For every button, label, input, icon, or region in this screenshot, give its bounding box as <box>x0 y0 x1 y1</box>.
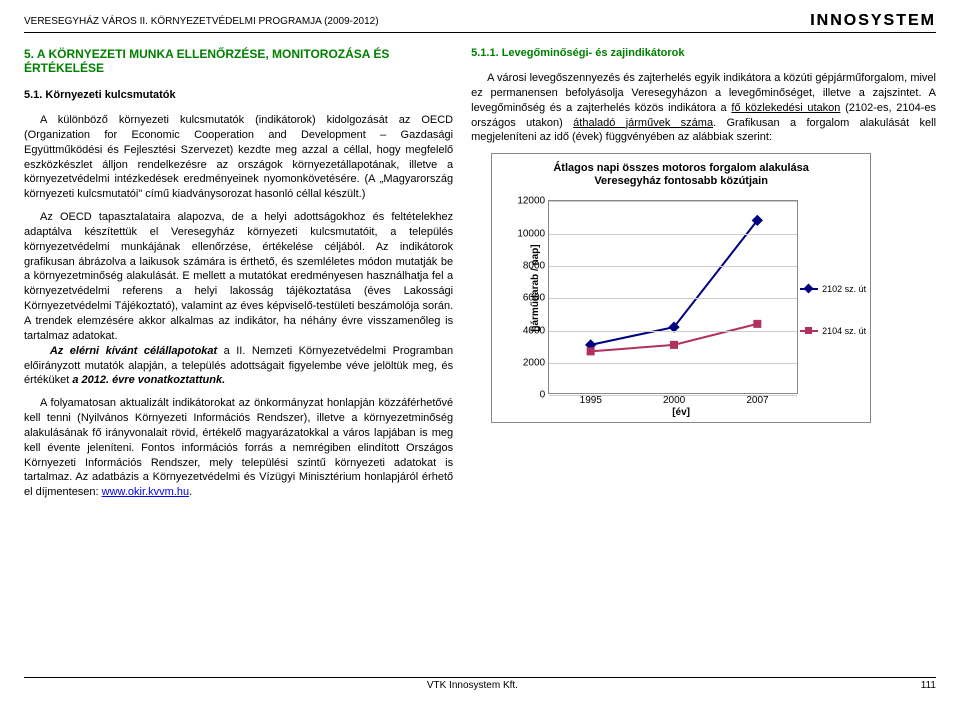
logo: INNOSYSTEM <box>810 12 936 30</box>
ytick-label: 8000 <box>509 260 549 271</box>
para-r-u1: fő közlekedési utakon <box>731 102 840 114</box>
para-goal-bold: Az elérni kívánt célállapotokat <box>50 345 217 357</box>
right-column: 5.1.1. Levegőminőségi- és zajindikátorok… <box>471 47 936 508</box>
para-local: Az OECD tapasztalataira alapozva, de a h… <box>24 210 453 388</box>
section-title: 5. A KÖRNYEZETI MUNKA ELLENŐRZÉSE, MONIT… <box>24 47 453 75</box>
logo-main: INNOSYSTEM <box>810 12 936 29</box>
chart-svg <box>549 201 797 393</box>
legend-2104: 2104 sz. út <box>800 326 866 336</box>
para-oecd: A különböző környezeti kulcsmutatók (ind… <box>24 113 453 202</box>
chart-title-l2: Veresegyház fontosabb közútjain <box>594 175 768 187</box>
page-header: VERESEGYHÁZ VÁROS II. KÖRNYEZETVÉDELMI P… <box>24 12 936 33</box>
ytick-label: 12000 <box>509 196 549 207</box>
doc-title: VERESEGYHÁZ VÁROS II. KÖRNYEZETVÉDELMI P… <box>24 16 379 27</box>
chart-xlabel: [év] <box>672 407 690 418</box>
subsection-title-5-1: 5.1. Környezeti kulcsmutatók <box>24 89 453 101</box>
subsection-title-5-1-1: 5.1.1. Levegőminőségi- és zajindikátorok <box>471 47 936 59</box>
legend-2104-label: 2104 sz. út <box>822 326 866 336</box>
ytick-label: 4000 <box>509 325 549 336</box>
para-local-a: Az OECD tapasztalataira alapozva, de a h… <box>24 211 453 342</box>
ytick-label: 2000 <box>509 357 549 368</box>
legend-2102-label: 2102 sz. út <box>822 284 866 294</box>
left-column: 5. A KÖRNYEZETI MUNKA ELLENŐRZÉSE, MONIT… <box>24 47 453 508</box>
content-columns: 5. A KÖRNYEZETI MUNKA ELLENŐRZÉSE, MONIT… <box>24 47 936 508</box>
legend-2102: 2102 sz. út <box>800 284 866 294</box>
chart-title: Átlagos napi összes motoros forgalom ala… <box>498 162 864 188</box>
ytick-label: 0 <box>509 390 549 401</box>
chart-ylabel: [járműdarab / nap] <box>530 245 541 332</box>
para-goal-bold2: a 2012. évre vonatkoztattunk. <box>72 374 225 386</box>
footer-page-number: 111 <box>921 680 936 691</box>
plot-area: 020004000600080001000012000199520002007 <box>548 200 798 394</box>
footer-center: VTK Innosystem Kft. <box>427 680 518 691</box>
ytick-label: 6000 <box>509 293 549 304</box>
page-footer: VTK Innosystem Kft. 111 <box>24 677 936 691</box>
para-indicators: A folyamatosan aktualizált indikátorokat… <box>24 396 453 500</box>
chart-title-l1: Átlagos napi összes motoros forgalom ala… <box>553 162 809 174</box>
traffic-chart: Átlagos napi összes motoros forgalom ala… <box>491 153 871 423</box>
para-r-u2: áthaladó járművek száma <box>573 117 713 129</box>
para-air-noise: A városi levegőszennyezés és zajterhelés… <box>471 71 936 145</box>
xtick-label: 2007 <box>746 393 768 406</box>
para-indicators-a: A folyamatosan aktualizált indikátorokat… <box>24 397 453 498</box>
xtick-label: 2000 <box>663 393 685 406</box>
okir-link[interactable]: www.okir.kvvm.hu <box>102 486 189 498</box>
xtick-label: 1995 <box>580 393 602 406</box>
ytick-label: 10000 <box>509 228 549 239</box>
para-indicators-b: . <box>189 486 192 498</box>
